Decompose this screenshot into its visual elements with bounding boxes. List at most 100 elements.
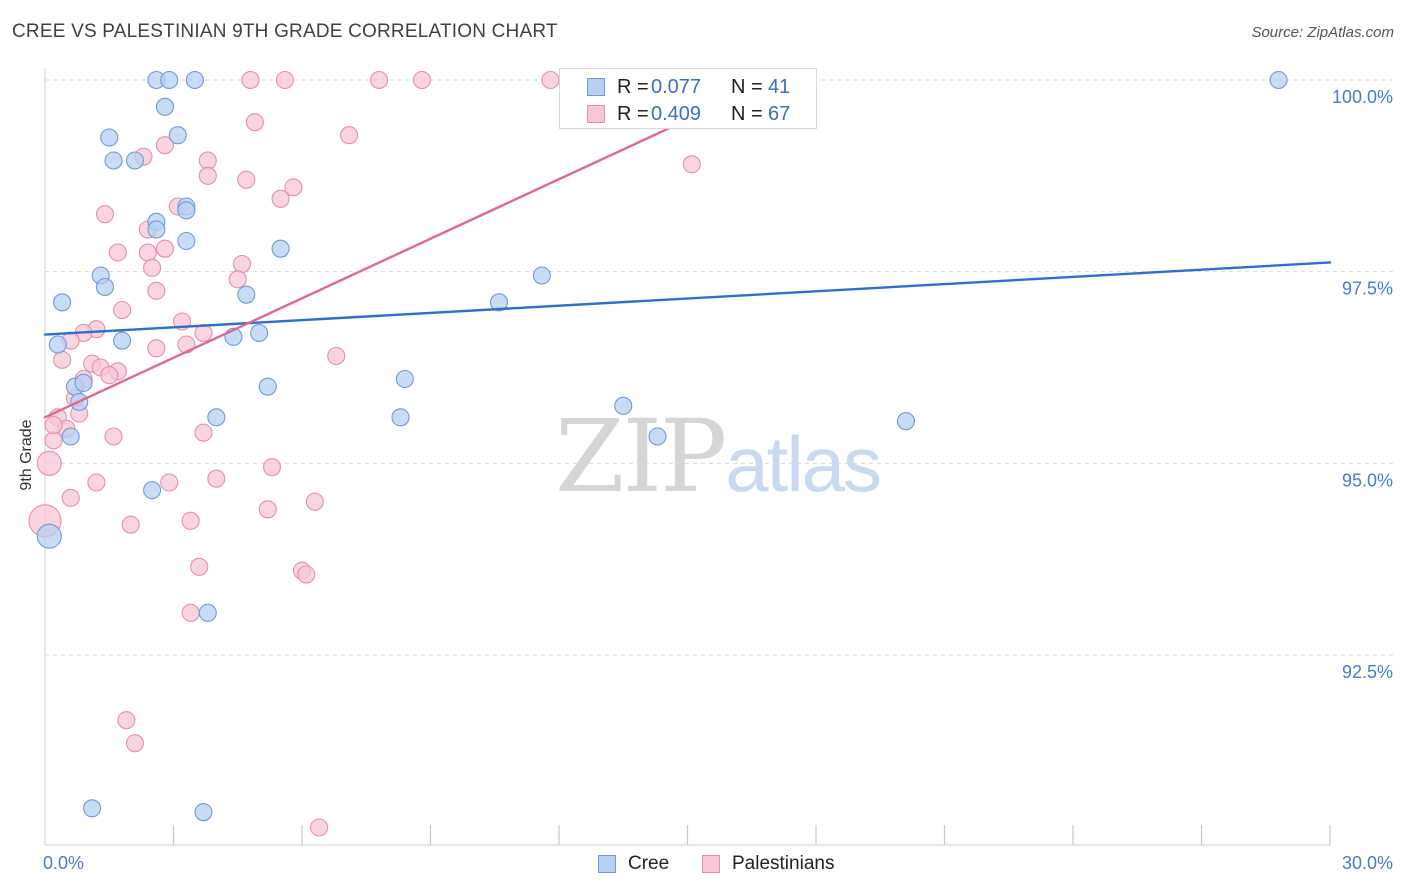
legend-n-value: 67 <box>768 102 791 125</box>
palestinians-point <box>310 818 329 837</box>
palestinians-point <box>87 473 106 492</box>
cree-point <box>185 70 204 90</box>
cree-point <box>61 427 80 446</box>
palestinians-point <box>245 113 264 132</box>
legend-r-value: 0.077 <box>651 75 702 98</box>
palestinians-points <box>28 70 783 837</box>
palestinians-point <box>155 239 174 258</box>
watermark-zip: ZIP <box>555 398 727 515</box>
palestinians-point <box>370 70 389 90</box>
cree-point <box>48 335 67 354</box>
y-tick-label: 95.0% <box>1342 470 1393 490</box>
cree-point <box>250 323 269 343</box>
watermark-atlas: atlas <box>725 420 882 508</box>
bottom-legend-palestinians[interactable]: Palestinians <box>702 852 834 876</box>
palestinians-point <box>305 492 324 511</box>
palestinians-point <box>207 469 226 488</box>
cree-point <box>177 231 196 251</box>
palestinians-legend-label: Palestinians <box>732 853 835 874</box>
palestinians-point <box>262 458 282 477</box>
palestinians-swatch <box>702 855 720 873</box>
palestinians-point <box>258 500 277 519</box>
palestinians-point <box>198 151 217 170</box>
grid-lines <box>45 79 1395 656</box>
palestinians-point <box>147 281 166 300</box>
cree-point <box>896 412 916 431</box>
palestinians-point <box>228 270 247 289</box>
cree-point <box>83 799 102 818</box>
legend-r-label: R = <box>617 102 649 125</box>
cree-point <box>194 803 213 822</box>
palestinians-point <box>44 431 63 450</box>
cree-point <box>532 266 551 285</box>
palestinians-point <box>95 205 115 224</box>
cree-point <box>143 481 162 500</box>
palestinians-point <box>36 450 62 476</box>
palestinians-point <box>275 70 294 90</box>
cree-point <box>125 151 144 170</box>
palestinians-point <box>232 254 252 274</box>
palestinians-point <box>682 155 701 174</box>
cree-point <box>271 239 290 258</box>
legend-r-value: 0.409 <box>651 102 702 125</box>
cree-points <box>36 70 1288 822</box>
cree-point <box>258 377 277 396</box>
palestinians-point <box>181 511 200 530</box>
cree-point <box>395 369 414 389</box>
legend-n-label: N = <box>731 102 763 125</box>
x-tick-label: 30.0% <box>1342 853 1393 873</box>
cree-point <box>53 293 72 312</box>
palestinians-point <box>237 170 256 189</box>
cree-point <box>100 128 119 147</box>
palestinians-point <box>190 557 209 576</box>
cree-point <box>391 408 410 427</box>
chart-title: CREE VS PALESTINIAN 9TH GRADE CORRELATIO… <box>12 21 558 42</box>
legend-r-label: R = <box>617 75 649 98</box>
x-tick-label: 0.0% <box>43 853 84 873</box>
palestinians-point <box>284 178 303 197</box>
palestinians-point <box>541 70 560 90</box>
cree-point <box>237 285 256 304</box>
palestinians-point <box>125 734 144 753</box>
cree-point <box>614 396 633 415</box>
palestinians-point <box>104 427 123 446</box>
legend-n-label: N = <box>731 75 763 98</box>
cree-point <box>168 126 187 145</box>
palestinians-point <box>194 423 213 442</box>
palestinians-point <box>143 258 162 277</box>
palestinians-point <box>198 166 217 185</box>
palestinians-point <box>177 335 196 354</box>
palestinians-trend-line <box>43 78 775 419</box>
cree-point <box>198 603 217 622</box>
cree-point <box>104 151 123 170</box>
palestinians-point <box>121 515 140 534</box>
cree-point <box>648 427 667 446</box>
cree-point <box>207 408 226 427</box>
y-tick-label: 100.0% <box>1332 87 1393 107</box>
palestinians-point <box>160 473 179 492</box>
correlation-legend: R = 0.077 N = 41 R = 0.409 N = 67 <box>559 68 817 129</box>
y-tick-label: 97.5% <box>1342 279 1393 299</box>
palestinians-point <box>412 70 431 90</box>
cree-point <box>36 523 62 549</box>
palestinians-point <box>138 243 157 262</box>
palestinians-point <box>271 189 290 208</box>
cree-point <box>489 293 509 312</box>
zipatlas-watermark: ZIPatlas <box>555 398 882 515</box>
cree-swatch <box>598 855 616 873</box>
palestinians-point <box>108 243 127 262</box>
palestinians-point <box>117 711 136 730</box>
palestinians-point <box>327 346 346 366</box>
chart-source: Source: ZipAtlas.com <box>1251 24 1394 41</box>
palestinians-point <box>100 366 119 385</box>
cree-point <box>95 277 115 297</box>
cree-point <box>1269 70 1288 90</box>
cree-point <box>160 70 179 90</box>
bottom-legend-cree[interactable]: Cree <box>598 852 669 876</box>
cree-point <box>74 373 93 392</box>
palestinians-point <box>241 70 260 90</box>
cree-legend-label: Cree <box>628 853 670 874</box>
palestinians-point <box>113 300 132 320</box>
palestinians-swatch <box>587 105 605 123</box>
